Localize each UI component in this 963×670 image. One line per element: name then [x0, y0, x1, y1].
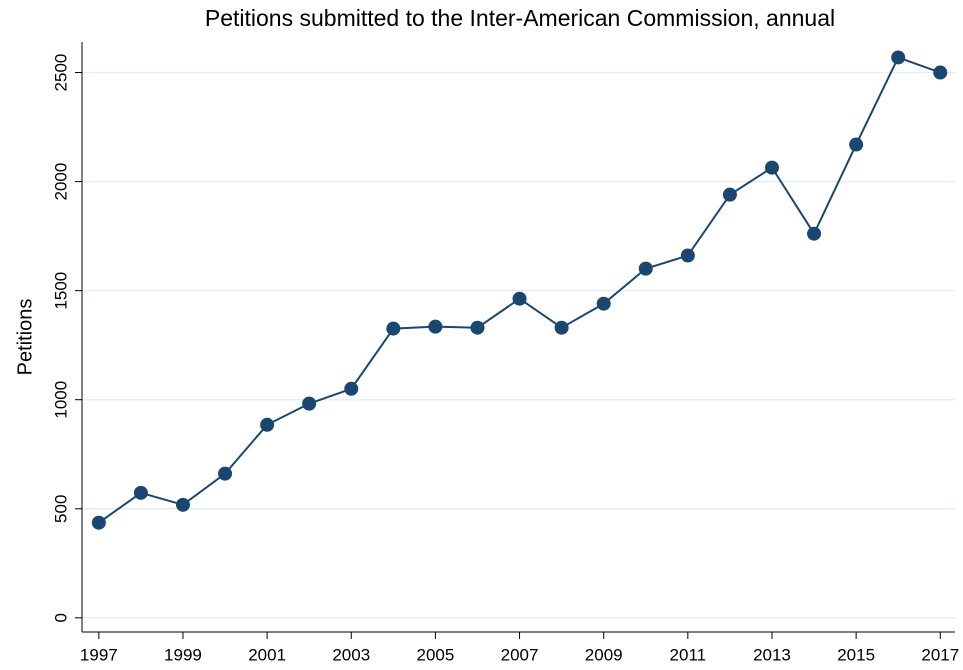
- x-tick-label: 2013: [753, 645, 791, 664]
- data-point: [849, 137, 864, 152]
- x-tick-label: 2005: [416, 645, 454, 664]
- x-tick-label: 1997: [80, 645, 118, 664]
- x-tick-label: 1999: [164, 645, 202, 664]
- y-tick-label: 0: [51, 613, 70, 622]
- data-point: [638, 261, 653, 276]
- data-point: [512, 291, 527, 306]
- data-point: [764, 160, 779, 175]
- data-point: [175, 497, 190, 512]
- data-point: [302, 396, 317, 411]
- data-point: [344, 381, 359, 396]
- y-tick-label: 500: [51, 495, 70, 523]
- data-point: [596, 296, 611, 311]
- chart-title: Petitions submitted to the Inter-America…: [205, 5, 835, 31]
- x-tick-label: 2001: [248, 645, 286, 664]
- y-tick-label: 1000: [51, 381, 70, 419]
- x-tick-label: 2007: [501, 645, 539, 664]
- y-tick-label: 2000: [51, 163, 70, 201]
- data-point: [680, 248, 695, 263]
- y-tick-label: 1500: [51, 272, 70, 310]
- x-tick-label: 2009: [585, 645, 623, 664]
- data-point: [807, 226, 822, 241]
- data-point: [428, 319, 443, 334]
- data-point: [933, 65, 948, 80]
- x-tick-label: 2003: [332, 645, 370, 664]
- data-point: [386, 321, 401, 336]
- data-point: [260, 417, 275, 432]
- x-tick-label: 2011: [670, 645, 707, 664]
- x-tick-label: 2015: [837, 645, 875, 664]
- y-tick-label: 2500: [51, 54, 70, 92]
- data-point: [554, 320, 569, 335]
- x-tick-label: 2017: [921, 645, 959, 664]
- data-point: [891, 50, 906, 65]
- data-point: [470, 320, 485, 335]
- data-point: [91, 515, 106, 530]
- y-axis-label: Petitions: [14, 299, 36, 376]
- data-point: [133, 485, 148, 500]
- data-point: [218, 466, 233, 481]
- data-point: [722, 187, 737, 202]
